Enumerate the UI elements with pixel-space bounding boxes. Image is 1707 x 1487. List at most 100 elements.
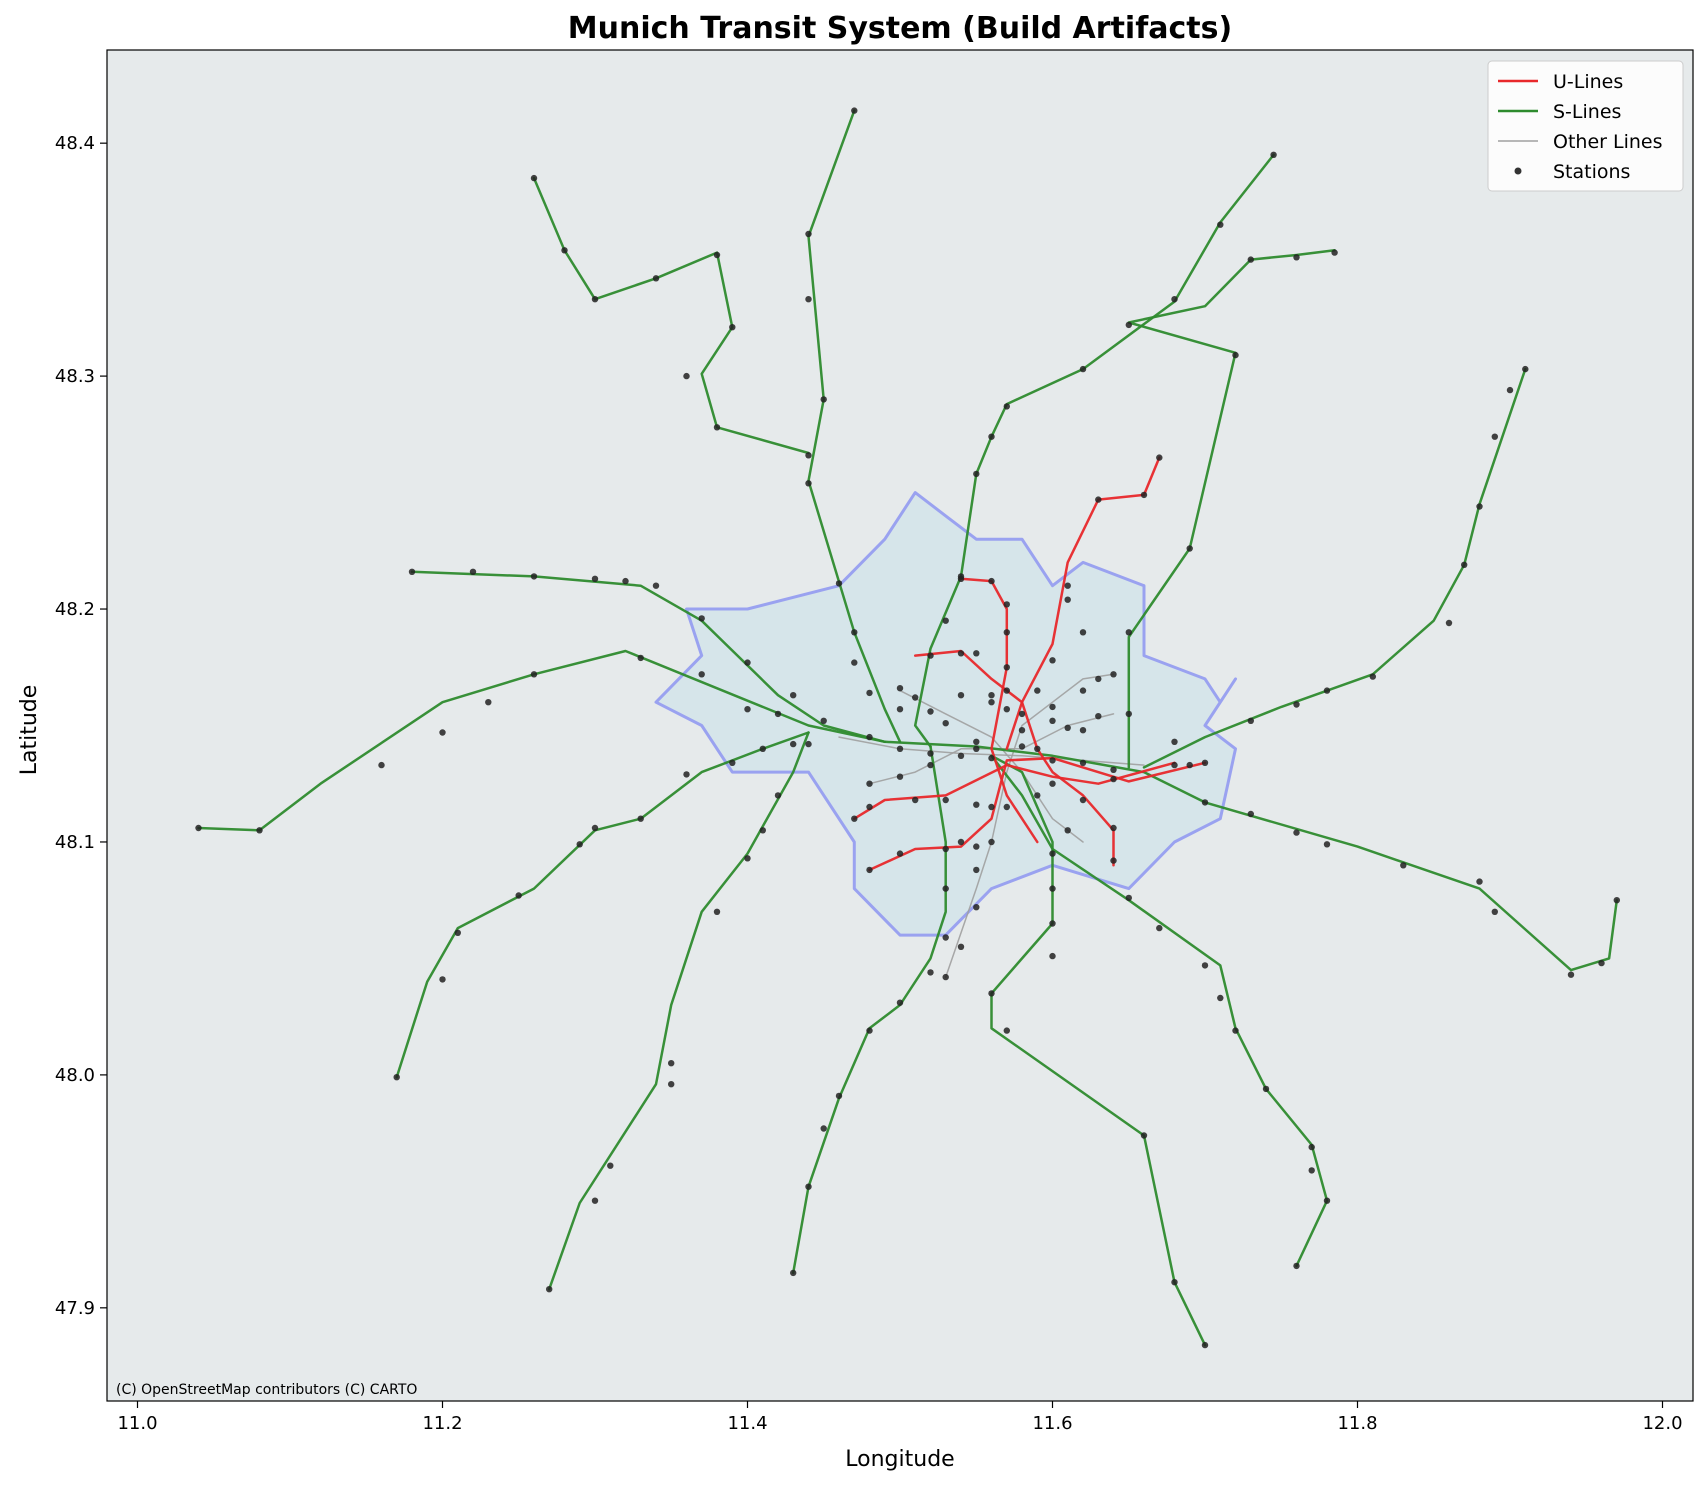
legend: U-Lines S-Lines Other Lines Stations <box>1487 60 1684 192</box>
legend-box <box>1487 60 1684 192</box>
station-marker <box>957 943 965 950</box>
station-marker <box>851 815 858 822</box>
station-marker <box>713 251 721 259</box>
station-marker <box>1034 792 1041 799</box>
station-marker <box>790 740 797 748</box>
station-marker <box>256 827 263 834</box>
station-marker <box>1293 1262 1300 1270</box>
station-marker <box>744 706 751 713</box>
station-marker <box>439 729 446 736</box>
station-marker <box>1323 687 1331 694</box>
s-line-11 <box>990 754 1329 1268</box>
station-marker <box>1049 717 1056 724</box>
station-marker <box>957 692 965 699</box>
station-marker <box>698 671 705 678</box>
station-marker <box>942 934 949 941</box>
station-marker <box>591 296 599 303</box>
station-marker <box>378 761 385 769</box>
x-tick-label: 11.4 <box>727 1413 767 1434</box>
station-marker <box>973 904 980 911</box>
station-marker <box>439 976 446 983</box>
station-marker <box>1049 757 1056 764</box>
station-marker <box>942 845 949 853</box>
station-marker <box>1491 908 1499 915</box>
station-marker <box>1064 582 1071 589</box>
station-marker <box>683 771 690 778</box>
station-marker <box>1064 596 1071 603</box>
station-marker <box>1018 710 1026 718</box>
station-marker <box>637 815 644 822</box>
station-marker <box>973 745 980 752</box>
station-marker <box>652 275 660 282</box>
station-marker <box>1171 761 1178 769</box>
station-marker <box>1201 759 1209 766</box>
station-marker <box>912 694 919 701</box>
station-marker <box>1293 701 1300 708</box>
station-marker <box>866 733 873 741</box>
station-marker <box>805 296 812 303</box>
station-marker <box>530 573 538 580</box>
station-marker <box>1262 1085 1270 1093</box>
station-marker <box>485 699 492 706</box>
station-marker <box>1003 803 1010 811</box>
s-line-4 <box>547 731 810 1291</box>
station-marker <box>988 838 995 846</box>
station-marker <box>805 1183 812 1190</box>
station-marker <box>896 773 904 780</box>
station-marker <box>1201 962 1209 969</box>
station-marker <box>622 577 629 585</box>
station-marker <box>1308 1143 1315 1151</box>
legend-stations-swatch <box>1514 167 1522 175</box>
station-marker <box>591 1197 599 1204</box>
station-marker <box>1506 386 1514 394</box>
station-marker <box>1270 151 1277 158</box>
station-marker <box>973 801 980 808</box>
station-marker <box>1079 365 1087 373</box>
station-marker <box>1217 221 1224 228</box>
x-tick-label: 11.0 <box>117 1413 157 1434</box>
station-marker <box>408 568 416 575</box>
station-marker <box>1201 799 1209 806</box>
station-marker <box>530 671 538 678</box>
u-line-5 <box>853 761 1176 820</box>
y-tick-label: 48.1 <box>55 832 95 853</box>
station-marker <box>1186 545 1193 552</box>
station-marker <box>1079 629 1087 636</box>
station-marker <box>1110 671 1117 678</box>
station-marker <box>805 452 812 459</box>
station-marker <box>607 1162 614 1169</box>
station-marker <box>1079 759 1087 766</box>
station-marker <box>851 107 858 114</box>
station-marker <box>195 824 202 832</box>
station-marker <box>591 575 599 582</box>
station-marker <box>668 1060 675 1067</box>
station-marker <box>942 973 949 981</box>
station-marker <box>1049 657 1056 664</box>
station-marker <box>1079 727 1087 734</box>
station-marker <box>1125 629 1133 636</box>
station-marker <box>1018 743 1026 750</box>
station-marker <box>1613 897 1621 904</box>
station-marker <box>988 990 995 997</box>
station-marker <box>1125 710 1133 718</box>
station-marker <box>973 866 980 874</box>
station-marker <box>866 866 873 874</box>
x-tick-label: 11.8 <box>1337 1413 1377 1434</box>
station-marker <box>1171 738 1178 745</box>
station-marker <box>957 650 965 657</box>
station-marker <box>1079 687 1087 694</box>
station-marker <box>988 692 995 699</box>
chart-title: Munich Transit System (Build Artifacts) <box>568 11 1232 46</box>
station-marker <box>927 652 934 659</box>
station-marker <box>1095 496 1102 503</box>
station-marker <box>515 892 522 899</box>
station-marker <box>1034 745 1041 752</box>
station-marker <box>637 654 644 662</box>
station-marker <box>1125 894 1133 902</box>
station-marker <box>973 470 980 478</box>
station-marker <box>1400 862 1407 869</box>
station-marker <box>1095 675 1102 683</box>
station-marker <box>576 841 583 848</box>
station-marker <box>1003 403 1010 410</box>
y-tick-label: 48.4 <box>55 133 95 154</box>
